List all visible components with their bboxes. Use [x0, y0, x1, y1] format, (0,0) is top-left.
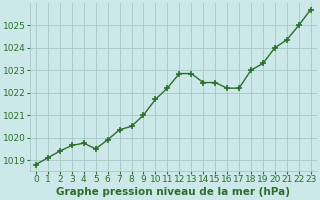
X-axis label: Graphe pression niveau de la mer (hPa): Graphe pression niveau de la mer (hPa): [56, 187, 290, 197]
